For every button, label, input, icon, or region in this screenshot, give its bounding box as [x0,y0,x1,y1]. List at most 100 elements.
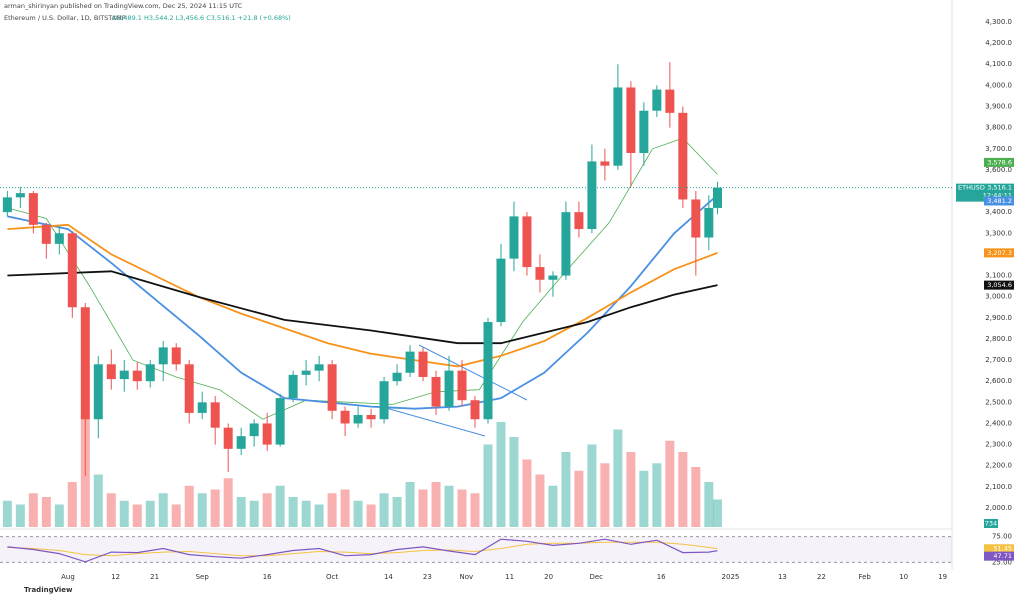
candle-body [132,370,142,382]
candle-body [613,87,623,166]
volume-bar [67,482,77,527]
rsi-tag [984,551,1014,561]
moving-average [7,270,718,345]
rsi-ma-tag [984,544,1014,554]
candle-body [496,258,506,323]
candle-body [652,89,662,111]
y-tick-label: 2,900.0 [985,314,1012,322]
volume-bar [275,485,285,527]
candle-body [470,400,480,420]
y-tick-label: 4,100.0 [985,60,1012,68]
volume-bar [691,467,701,527]
candle-body [561,212,571,276]
rsi-band [0,536,952,563]
x-tick-label: 12 [111,573,120,581]
volume-bar [561,452,571,527]
volume-bar [483,444,493,527]
volume-bar [119,500,129,527]
volume-bar [171,504,181,527]
rsi-tick-label: 75.00 [992,533,1012,541]
trendline [418,344,528,401]
y-tick-label: 4,000.0 [985,81,1012,89]
y-tick-label: 3,600.0 [985,166,1012,174]
candle-body [522,216,532,268]
volume-bar [712,499,722,527]
volume-bar [418,489,428,527]
volume-bar [405,482,415,527]
volume-tag [984,519,998,528]
volume-bar [327,493,337,527]
volume-tag-label: 734 [985,520,997,528]
rsi-line [7,538,718,563]
x-tick-label: 11 [505,573,514,581]
candle-body [509,216,519,259]
candle-body [444,370,454,407]
candle-body [535,267,545,280]
volume-bar [444,485,454,527]
x-tick-label: 10 [899,573,908,581]
candle-body [15,193,25,198]
x-tick-label: 16 [263,573,272,581]
y-tick-label: 2,000.0 [985,504,1012,512]
volume-bar [184,485,194,527]
trendline [385,407,486,437]
x-tick-label: Feb [858,573,871,581]
volume-bar [639,470,649,527]
candle-body [54,233,64,244]
y-tick-label: 4,200.0 [985,39,1012,47]
candle-body [314,364,324,371]
y-tick-label: 3,400.0 [985,208,1012,216]
candle-body [236,436,246,449]
candle-body [184,364,194,413]
candle-body [457,370,467,401]
x-tick-label: 16 [657,573,666,581]
ma-tag-label: 3,054.6 [987,281,1012,289]
volume-bar [106,493,116,527]
volume-bar [262,493,272,527]
volume-bar [41,497,51,527]
y-tick-label: 3,700.0 [985,145,1012,153]
x-tick-label: 19 [938,573,947,581]
volume-bar [288,497,298,527]
y-tick-label: 3,300.0 [985,229,1012,237]
rsi-ma-tag-label: 51.45 [993,545,1012,553]
volume-bar [457,489,467,527]
volume-bar [366,504,376,527]
candle-body [210,402,220,428]
candle-body [678,112,688,200]
candle-body [418,351,428,377]
volume-bar [652,463,662,527]
candle-body [249,423,259,437]
candle-body [145,364,155,382]
y-tick-label: 2,700.0 [985,356,1012,364]
volume-bar [548,485,558,527]
x-tick-label: 20 [544,573,553,581]
x-tick-label: 14 [384,573,393,581]
volume-bar [535,474,545,527]
candle-body [431,376,441,407]
candle-body [2,197,12,213]
candle-body [288,374,298,399]
candle-body [80,307,90,420]
candle-body [665,89,675,113]
candle-body [28,193,38,225]
volume-bar [54,504,64,527]
candle-body [405,351,415,373]
y-tick-label: 2,300.0 [985,441,1012,449]
volume-bar [353,500,363,527]
volume-bar [158,493,168,527]
volume-bar [678,452,688,527]
candle-body [223,427,233,449]
candle-body [301,370,311,375]
y-tick-label: 2,400.0 [985,419,1012,427]
footer-brand: TradingView [24,586,73,594]
symbol-tag: ETHUSD [958,184,985,192]
x-tick-label: 2025 [722,573,740,581]
ma-tag [984,280,1014,290]
volume-bar [2,500,12,527]
y-tick-label: 3,800.0 [985,124,1012,132]
y-tick-label: 2,100.0 [985,483,1012,491]
volume-bar [392,497,402,527]
candle-body [67,233,77,308]
